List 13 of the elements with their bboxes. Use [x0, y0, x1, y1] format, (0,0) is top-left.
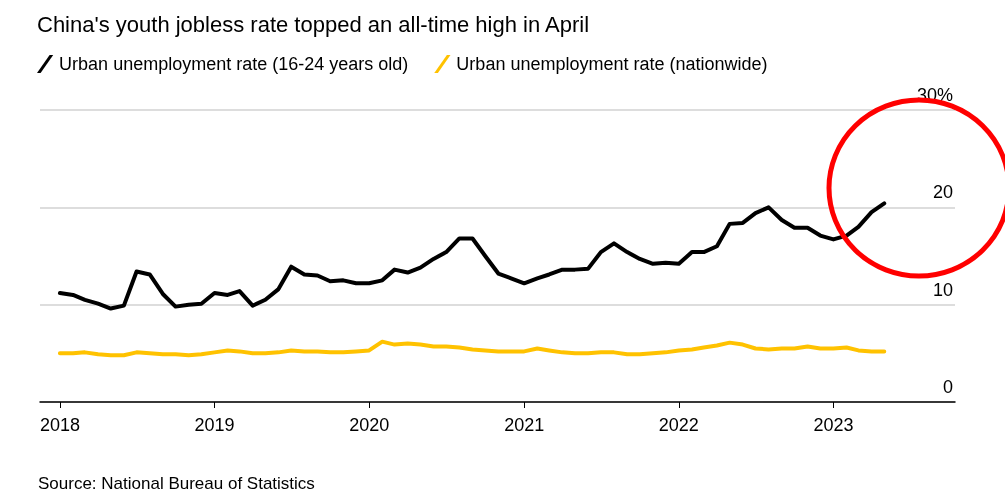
x-tick-label: 2023	[813, 415, 854, 435]
y-tick-label: 20	[932, 182, 953, 203]
source-note: Source: National Bureau of Statistics	[38, 474, 315, 493]
x-tick-label: 2020	[349, 415, 390, 435]
x-tick-label: 2021	[504, 415, 545, 435]
x-tick-label: 2018	[39, 415, 80, 435]
chart-title: China's youth jobless rate topped an all-time high in April	[37, 11, 590, 37]
y-tick-label: 0	[942, 377, 953, 397]
x-tick-label: 2022	[658, 415, 699, 435]
x-tick-label: 2019	[194, 415, 235, 435]
y-tick-label: 10	[932, 279, 953, 300]
legend-label: Urban unemployment rate (16-24 years old)	[59, 54, 409, 74]
legend-label: Urban unemployment rate (nationwide)	[456, 54, 768, 74]
